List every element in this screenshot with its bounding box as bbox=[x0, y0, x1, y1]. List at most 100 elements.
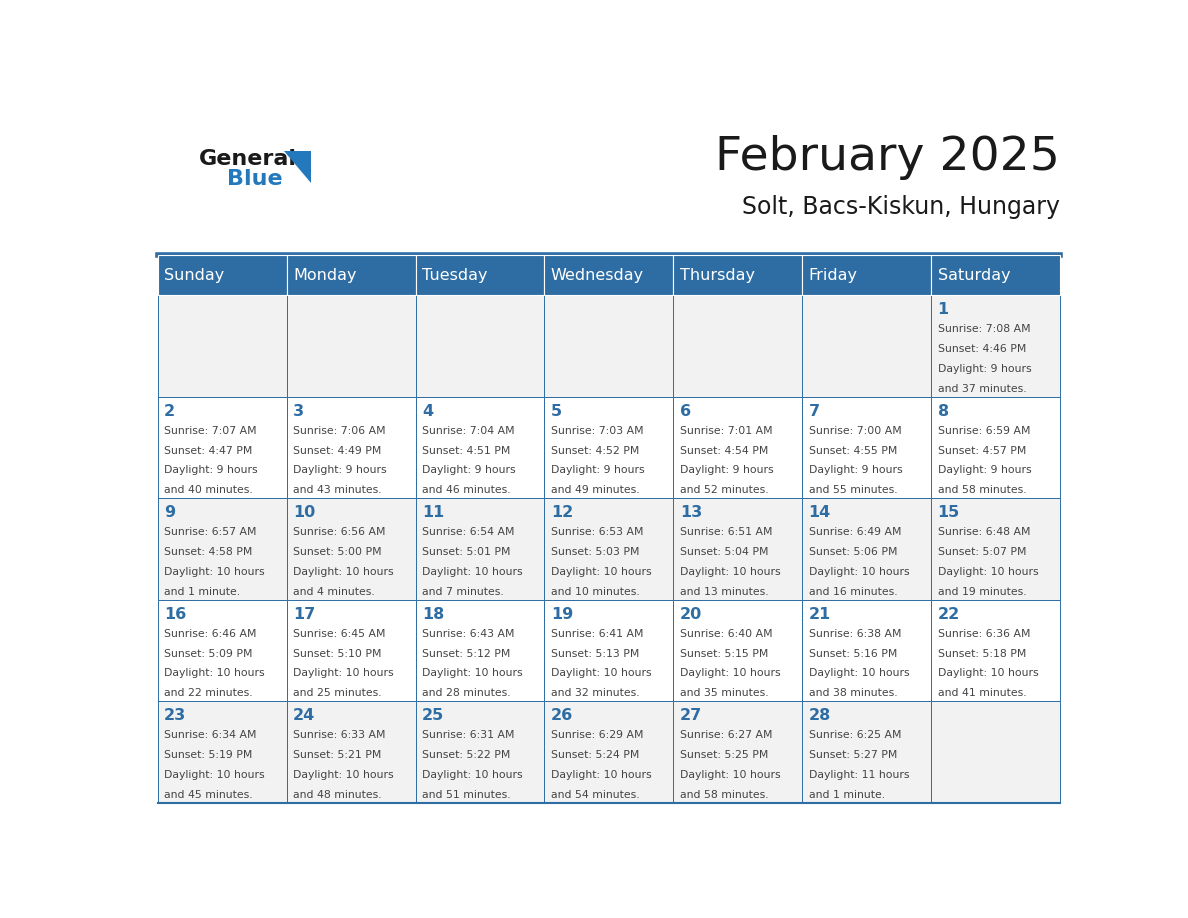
Text: Sunrise: 7:00 AM: Sunrise: 7:00 AM bbox=[809, 426, 902, 436]
Text: Daylight: 10 hours: Daylight: 10 hours bbox=[551, 566, 651, 577]
Text: Sunrise: 6:29 AM: Sunrise: 6:29 AM bbox=[551, 731, 644, 740]
Text: Daylight: 9 hours: Daylight: 9 hours bbox=[551, 465, 644, 476]
Text: Sunrise: 6:41 AM: Sunrise: 6:41 AM bbox=[551, 629, 644, 639]
Text: Daylight: 10 hours: Daylight: 10 hours bbox=[680, 668, 781, 678]
Text: Sunset: 5:21 PM: Sunset: 5:21 PM bbox=[293, 750, 381, 760]
Text: Sunrise: 6:31 AM: Sunrise: 6:31 AM bbox=[422, 731, 514, 740]
Text: Sunrise: 6:25 AM: Sunrise: 6:25 AM bbox=[809, 731, 902, 740]
Text: Monday: Monday bbox=[293, 268, 356, 283]
Bar bbox=[416, 498, 544, 599]
Text: Saturday: Saturday bbox=[937, 268, 1010, 283]
Text: Sunrise: 6:43 AM: Sunrise: 6:43 AM bbox=[422, 629, 514, 639]
Text: and 54 minutes.: and 54 minutes. bbox=[551, 789, 639, 800]
Polygon shape bbox=[284, 151, 311, 183]
Text: Solt, Bacs-Kiskun, Hungary: Solt, Bacs-Kiskun, Hungary bbox=[742, 195, 1060, 219]
Text: and 13 minutes.: and 13 minutes. bbox=[680, 587, 769, 597]
Text: Daylight: 10 hours: Daylight: 10 hours bbox=[680, 566, 781, 577]
Bar bbox=[802, 498, 931, 599]
Text: Sunset: 5:00 PM: Sunset: 5:00 PM bbox=[293, 547, 381, 557]
Bar bbox=[158, 599, 286, 701]
Bar bbox=[674, 498, 802, 599]
Text: Daylight: 11 hours: Daylight: 11 hours bbox=[809, 770, 909, 780]
Text: 14: 14 bbox=[809, 506, 830, 521]
Bar bbox=[416, 599, 544, 701]
Bar bbox=[286, 701, 416, 803]
Text: Sunrise: 6:45 AM: Sunrise: 6:45 AM bbox=[293, 629, 386, 639]
Text: Sunset: 5:04 PM: Sunset: 5:04 PM bbox=[680, 547, 769, 557]
Bar bbox=[802, 701, 931, 803]
Bar bbox=[802, 599, 931, 701]
Bar bbox=[286, 498, 416, 599]
Text: Thursday: Thursday bbox=[680, 268, 754, 283]
Text: Sunset: 5:01 PM: Sunset: 5:01 PM bbox=[422, 547, 511, 557]
Text: and 46 minutes.: and 46 minutes. bbox=[422, 485, 511, 495]
Text: Daylight: 9 hours: Daylight: 9 hours bbox=[164, 465, 258, 476]
Text: Daylight: 10 hours: Daylight: 10 hours bbox=[680, 770, 781, 780]
Text: 11: 11 bbox=[422, 506, 444, 521]
Text: and 55 minutes.: and 55 minutes. bbox=[809, 485, 897, 495]
Bar bbox=[286, 599, 416, 701]
Text: Friday: Friday bbox=[809, 268, 858, 283]
Text: Daylight: 9 hours: Daylight: 9 hours bbox=[937, 465, 1031, 476]
Text: 24: 24 bbox=[293, 709, 315, 723]
Bar bbox=[674, 296, 802, 397]
Bar bbox=[931, 296, 1060, 397]
Text: Daylight: 10 hours: Daylight: 10 hours bbox=[809, 566, 909, 577]
Text: Sunrise: 7:01 AM: Sunrise: 7:01 AM bbox=[680, 426, 772, 436]
Text: Sunrise: 6:33 AM: Sunrise: 6:33 AM bbox=[293, 731, 386, 740]
Text: Daylight: 9 hours: Daylight: 9 hours bbox=[680, 465, 773, 476]
Bar bbox=[286, 255, 416, 296]
Bar bbox=[802, 255, 931, 296]
Text: General: General bbox=[200, 149, 297, 169]
Text: and 35 minutes.: and 35 minutes. bbox=[680, 688, 769, 699]
Text: and 51 minutes.: and 51 minutes. bbox=[422, 789, 511, 800]
Text: and 1 minute.: and 1 minute. bbox=[164, 587, 240, 597]
Text: Sunset: 5:16 PM: Sunset: 5:16 PM bbox=[809, 648, 897, 658]
Bar bbox=[286, 397, 416, 498]
Bar bbox=[416, 701, 544, 803]
Text: 17: 17 bbox=[293, 607, 315, 621]
Text: Sunrise: 6:40 AM: Sunrise: 6:40 AM bbox=[680, 629, 772, 639]
Text: and 41 minutes.: and 41 minutes. bbox=[937, 688, 1026, 699]
Text: 16: 16 bbox=[164, 607, 187, 621]
Bar bbox=[931, 255, 1060, 296]
Text: Daylight: 10 hours: Daylight: 10 hours bbox=[551, 668, 651, 678]
Text: 10: 10 bbox=[293, 506, 315, 521]
Text: Daylight: 10 hours: Daylight: 10 hours bbox=[293, 668, 393, 678]
Text: Blue: Blue bbox=[227, 169, 283, 189]
Text: Sunrise: 6:34 AM: Sunrise: 6:34 AM bbox=[164, 731, 257, 740]
Bar bbox=[158, 255, 286, 296]
Text: 22: 22 bbox=[937, 607, 960, 621]
Text: Daylight: 10 hours: Daylight: 10 hours bbox=[164, 668, 265, 678]
Text: and 49 minutes.: and 49 minutes. bbox=[551, 485, 639, 495]
Text: Sunrise: 6:53 AM: Sunrise: 6:53 AM bbox=[551, 527, 644, 537]
Text: Sunset: 5:07 PM: Sunset: 5:07 PM bbox=[937, 547, 1026, 557]
Text: Sunset: 5:27 PM: Sunset: 5:27 PM bbox=[809, 750, 897, 760]
Text: Sunrise: 6:59 AM: Sunrise: 6:59 AM bbox=[937, 426, 1030, 436]
Bar bbox=[158, 498, 286, 599]
Bar bbox=[158, 701, 286, 803]
Bar bbox=[931, 397, 1060, 498]
Text: and 40 minutes.: and 40 minutes. bbox=[164, 485, 253, 495]
Text: Sunrise: 6:57 AM: Sunrise: 6:57 AM bbox=[164, 527, 257, 537]
Text: 7: 7 bbox=[809, 404, 820, 419]
Text: and 58 minutes.: and 58 minutes. bbox=[680, 789, 769, 800]
Text: Daylight: 9 hours: Daylight: 9 hours bbox=[293, 465, 386, 476]
Text: 12: 12 bbox=[551, 506, 573, 521]
Bar bbox=[416, 397, 544, 498]
Text: 1: 1 bbox=[937, 302, 949, 318]
Text: February 2025: February 2025 bbox=[715, 135, 1060, 180]
Text: Sunrise: 6:46 AM: Sunrise: 6:46 AM bbox=[164, 629, 257, 639]
Text: Daylight: 10 hours: Daylight: 10 hours bbox=[937, 566, 1038, 577]
Bar bbox=[544, 498, 674, 599]
Text: Sunrise: 7:08 AM: Sunrise: 7:08 AM bbox=[937, 324, 1030, 334]
Text: 28: 28 bbox=[809, 709, 830, 723]
Text: Sunset: 4:51 PM: Sunset: 4:51 PM bbox=[422, 445, 511, 455]
Text: 8: 8 bbox=[937, 404, 949, 419]
Text: 21: 21 bbox=[809, 607, 830, 621]
Text: Sunrise: 6:51 AM: Sunrise: 6:51 AM bbox=[680, 527, 772, 537]
Text: and 38 minutes.: and 38 minutes. bbox=[809, 688, 897, 699]
Text: and 48 minutes.: and 48 minutes. bbox=[293, 789, 381, 800]
Bar bbox=[158, 296, 286, 397]
Text: Sunset: 5:12 PM: Sunset: 5:12 PM bbox=[422, 648, 511, 658]
